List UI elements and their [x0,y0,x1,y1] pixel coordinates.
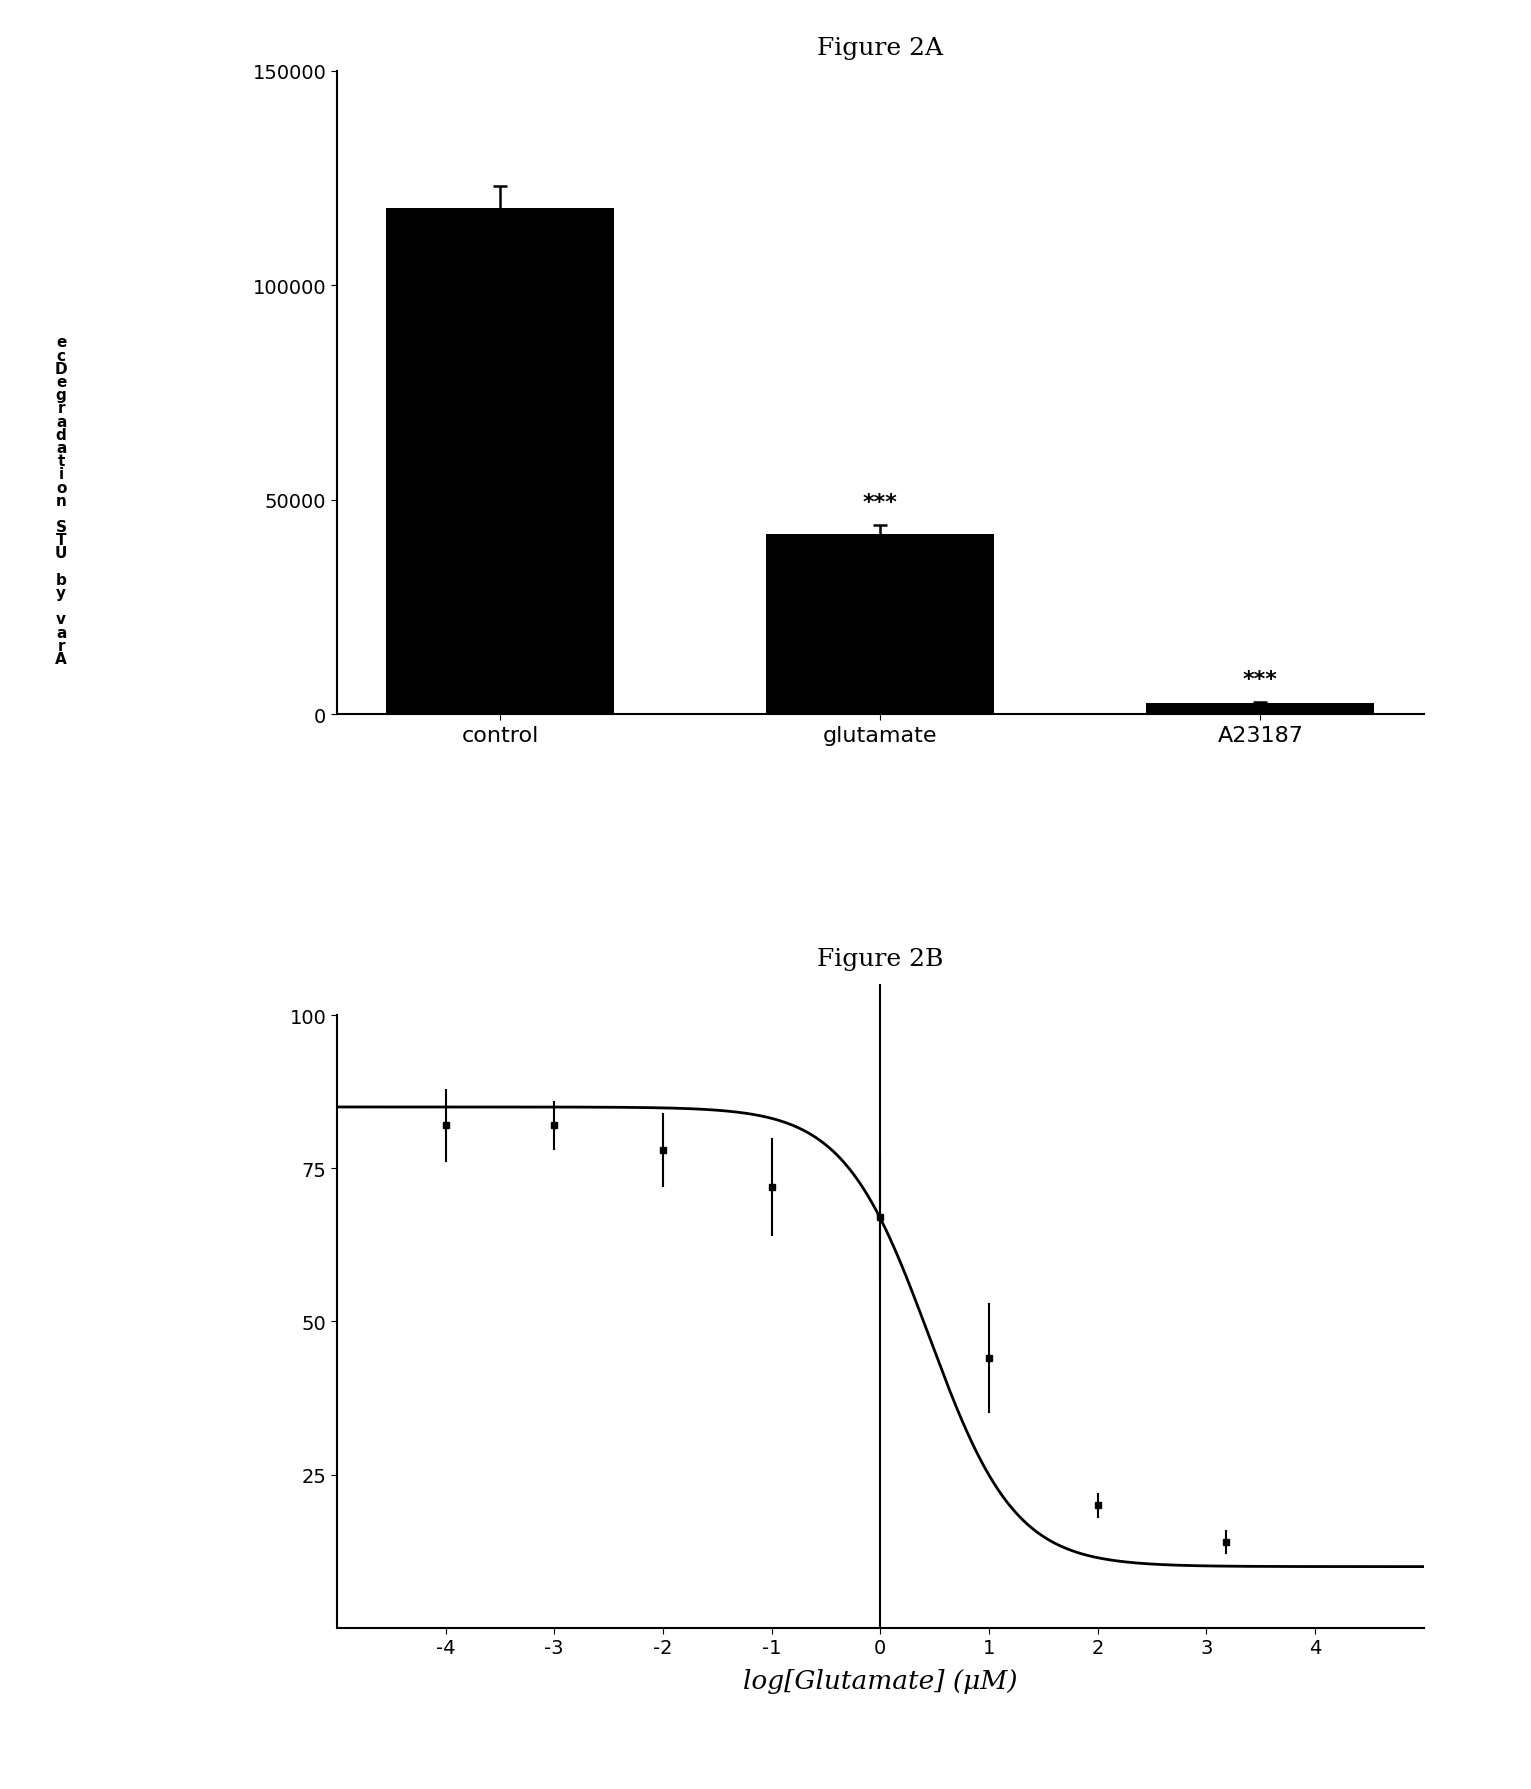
X-axis label: log[Glutamate] (μM): log[Glutamate] (μM) [743,1669,1018,1694]
Text: e
c
D
e
g
r
a
d
a
t
i
o
n
 
S
T
U
 
b
y
 
v
a
r
A: e c D e g r a d a t i o n S T U b y v a … [55,335,67,667]
Bar [767,535,994,716]
Text: ***: *** [1243,669,1278,689]
Title: Figure 2B: Figure 2B [818,948,943,970]
Bar [1147,705,1375,716]
Text: ***: *** [863,494,897,513]
Title: Figure 2A: Figure 2A [818,38,943,59]
Bar [386,209,614,716]
